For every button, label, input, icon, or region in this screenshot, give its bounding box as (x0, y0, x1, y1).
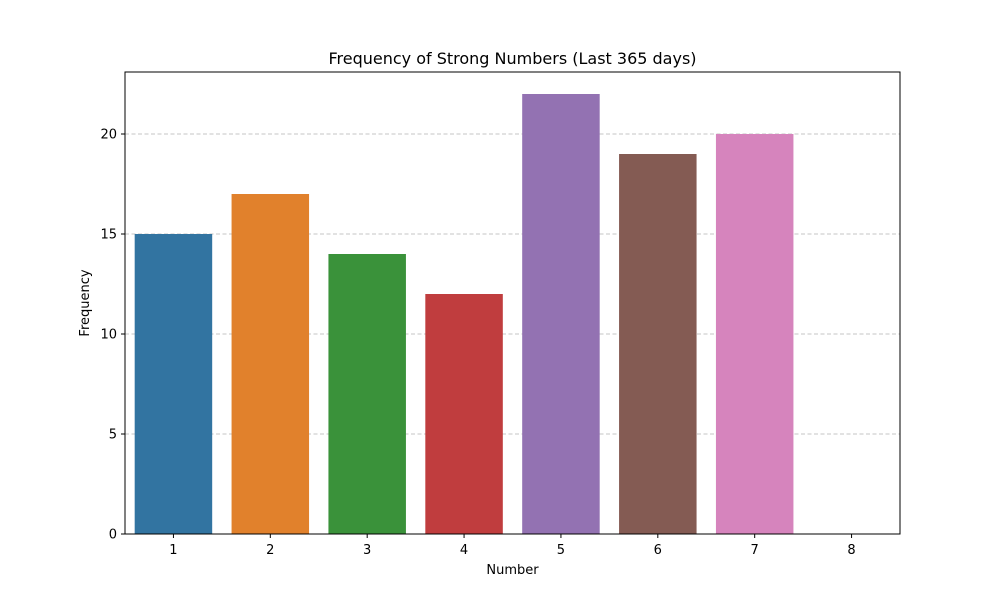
x-tick-label: 1 (169, 543, 177, 558)
x-axis: 1 2 3 4 5 6 7 8 (169, 534, 856, 558)
y-tick-label: 20 (100, 128, 117, 143)
x-tick-label: 3 (363, 543, 371, 558)
x-tick-label: 6 (654, 543, 662, 558)
y-axis-label: Frequency (78, 269, 93, 336)
y-tick-label: 5 (109, 428, 117, 443)
bar-6 (619, 154, 697, 534)
x-axis-label: Number (486, 563, 539, 578)
chart-title: Frequency of Strong Numbers (Last 365 da… (328, 49, 696, 68)
x-tick-label: 8 (847, 543, 855, 558)
bar-2 (231, 194, 310, 534)
x-tick-label: 2 (266, 543, 274, 558)
bar-7 (715, 134, 794, 534)
bar-1 (134, 234, 213, 534)
y-axis: 0 5 10 15 20 (100, 128, 125, 543)
bar-4 (425, 294, 503, 534)
y-tick-label: 10 (100, 328, 117, 343)
y-tick-label: 0 (109, 528, 117, 543)
bars (134, 94, 794, 534)
x-tick-label: 7 (751, 543, 759, 558)
x-tick-label: 5 (557, 543, 565, 558)
x-tick-label: 4 (460, 543, 468, 558)
y-tick-label: 15 (100, 228, 117, 243)
bar-3 (328, 254, 406, 534)
plot-frame (124, 71, 901, 535)
bar-5 (522, 94, 600, 534)
